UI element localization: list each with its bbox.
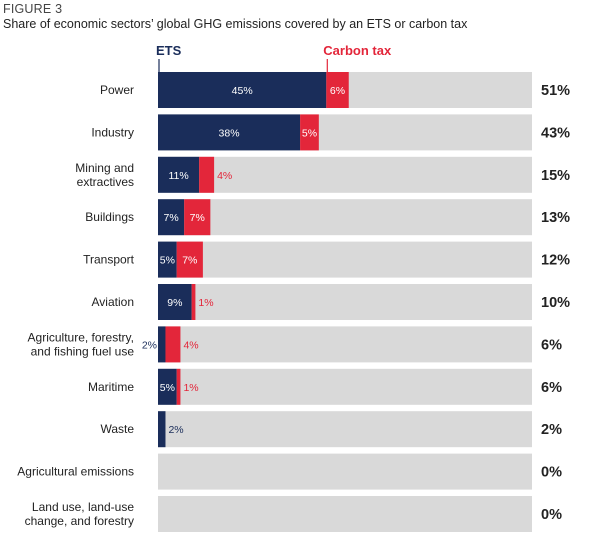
carbon-tax-value-label: 5%: [302, 127, 317, 139]
bar-ets: [158, 284, 192, 320]
bar-background: [158, 496, 532, 532]
legend-ets-label: ETS: [156, 43, 182, 58]
carbon-tax-value-label: 1%: [183, 382, 198, 394]
total-value-label: 51%: [541, 83, 570, 99]
carbon-tax-value-label: 1%: [198, 297, 213, 309]
bar-carbon-tax: [199, 156, 215, 193]
category-label: Industry: [91, 125, 134, 139]
total-value-label: 13%: [541, 210, 570, 226]
bar-ets: [158, 199, 185, 236]
category-label-line: Maritime: [88, 380, 134, 394]
figure-title: Share of economic sectors’ global GHG em…: [3, 17, 468, 31]
carbon-tax-value-label: 4%: [183, 339, 198, 351]
bar-ets: [158, 72, 327, 108]
category-label-line: Waste: [100, 422, 134, 436]
carbon-tax-value-label: 7%: [190, 212, 205, 224]
ets-value-label: 38%: [219, 127, 240, 139]
bar-background: [158, 368, 532, 405]
category-label-line: change, and forestry: [25, 514, 134, 528]
ets-value-label: 7%: [163, 212, 178, 224]
category-label-line: Power: [100, 83, 134, 97]
ets-value-label: 11%: [168, 170, 188, 182]
category-label: Buildings: [85, 210, 134, 224]
category-label: Land use, land-use change, and forestry: [25, 500, 135, 528]
bar-background: [158, 411, 532, 448]
total-value-label: 43%: [541, 125, 570, 141]
figure-label: FIGURE 3: [3, 2, 63, 16]
bar-ets: [158, 114, 301, 151]
bar-carbon-tax: [191, 284, 196, 320]
bar-background: [158, 156, 532, 193]
ets-value-label: 2%: [168, 424, 183, 436]
bar-carbon-tax: [176, 241, 203, 278]
total-value-label: 6%: [541, 337, 562, 353]
category-label-line: Transport: [83, 253, 135, 267]
total-value-label: 12%: [541, 253, 570, 269]
category-label: Aviation: [92, 295, 134, 309]
category-label: Power: [100, 83, 134, 97]
bar-ets: [158, 156, 200, 193]
category-label-line: Buildings: [85, 210, 134, 224]
ets-value-label: 5%: [160, 255, 175, 267]
category-label-line: Mining and: [75, 161, 134, 175]
bar-carbon-tax: [165, 326, 181, 363]
category-label: Mining and extractives: [75, 161, 134, 189]
bar-carbon-tax: [176, 368, 181, 405]
bar-ets: [158, 411, 166, 448]
bar-carbon-tax: [326, 72, 349, 108]
ets-value-label: 9%: [167, 297, 182, 309]
bar-ets: [158, 326, 166, 363]
total-value-label: 0%: [541, 465, 562, 481]
carbon-tax-value-label: 6%: [330, 85, 345, 97]
legend-carbon-tax-label: Carbon tax: [323, 43, 392, 58]
carbon-tax-value-label: 4%: [217, 170, 232, 182]
category-label-line: Industry: [91, 125, 134, 139]
category-label: Maritime: [88, 380, 134, 394]
category-label: Transport: [83, 253, 135, 267]
bar-ets: [158, 241, 177, 278]
ets-value-label: 45%: [232, 85, 253, 97]
bar-carbon-tax: [300, 114, 319, 151]
bar-background: [158, 326, 532, 363]
ets-value-label: 2%: [142, 339, 157, 351]
bar-background: [158, 241, 532, 278]
category-label-line: Agricultural emissions: [17, 465, 134, 479]
total-value-label: 2%: [541, 422, 562, 438]
bar-ets: [158, 368, 177, 405]
category-label: Agriculture, forestry, and fishing fuel u…: [28, 330, 135, 358]
bar-background: [158, 284, 532, 320]
total-value-label: 10%: [541, 295, 570, 311]
category-label: Agricultural emissions: [17, 465, 134, 479]
category-label-line: Aviation: [92, 295, 134, 309]
ets-value-label: 5%: [160, 382, 175, 394]
category-label: Waste: [100, 422, 134, 436]
category-label-line: Land use, land-use: [32, 500, 134, 514]
bar-background: [158, 199, 532, 236]
category-label-line: Agriculture, forestry,: [28, 330, 134, 344]
total-value-label: 15%: [541, 168, 570, 184]
carbon-tax-value-label: 7%: [182, 255, 197, 267]
total-value-label: 0%: [541, 507, 562, 523]
total-value-label: 6%: [541, 380, 562, 396]
category-label-line: and fishing fuel use: [31, 344, 135, 358]
category-label-line: extractives: [77, 175, 134, 189]
bar-carbon-tax: [184, 199, 211, 236]
bar-background: [158, 453, 532, 490]
